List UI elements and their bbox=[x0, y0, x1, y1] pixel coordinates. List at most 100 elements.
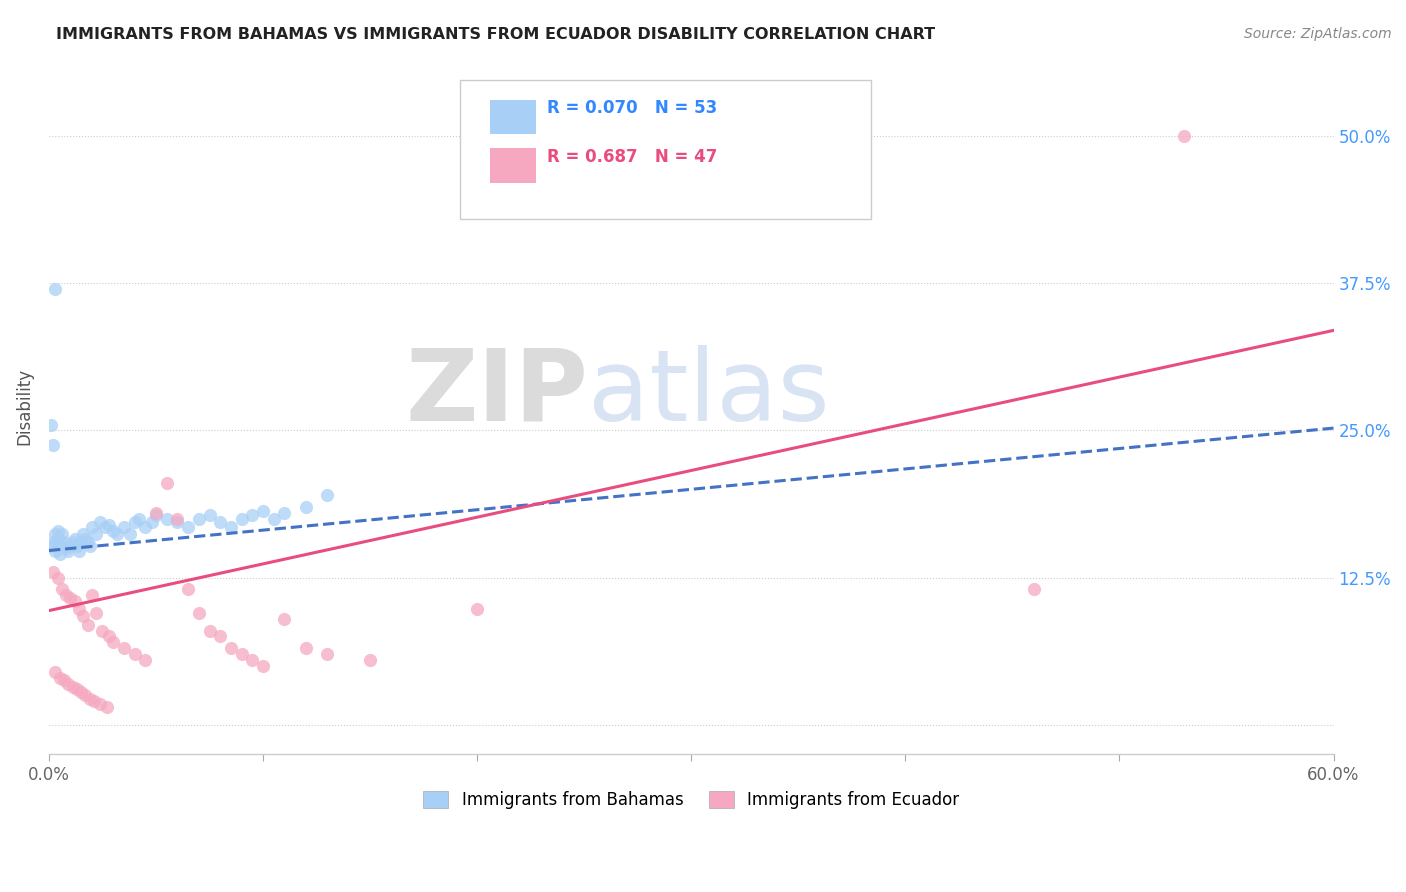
Point bbox=[75, 532, 97, 546]
Point bbox=[72, 527, 94, 541]
Point bbox=[84, 606, 107, 620]
Point bbox=[51, 582, 73, 597]
Text: atlas: atlas bbox=[589, 344, 830, 442]
Point bbox=[128, 512, 150, 526]
Point bbox=[63, 532, 86, 546]
Point bbox=[295, 641, 318, 656]
Point bbox=[79, 539, 101, 553]
Point bbox=[39, 417, 62, 432]
Point bbox=[89, 516, 111, 530]
Point bbox=[55, 588, 77, 602]
Point bbox=[75, 689, 97, 703]
Point bbox=[48, 547, 70, 561]
Point bbox=[58, 543, 80, 558]
Point bbox=[58, 676, 80, 690]
Point bbox=[103, 524, 125, 538]
Point bbox=[316, 647, 339, 661]
Point bbox=[62, 680, 84, 694]
Point bbox=[295, 500, 318, 514]
Point bbox=[93, 520, 115, 534]
Point bbox=[66, 682, 89, 697]
Point bbox=[42, 565, 65, 579]
Point bbox=[42, 437, 65, 451]
Point bbox=[240, 653, 263, 667]
Point bbox=[66, 539, 89, 553]
Point bbox=[1022, 582, 1045, 597]
Point bbox=[120, 527, 142, 541]
Point bbox=[44, 665, 66, 679]
Point bbox=[48, 671, 70, 685]
Point bbox=[219, 641, 242, 656]
Legend: Immigrants from Bahamas, Immigrants from Ecuador: Immigrants from Bahamas, Immigrants from… bbox=[416, 784, 966, 815]
Point bbox=[107, 527, 129, 541]
Point bbox=[91, 624, 114, 638]
Point bbox=[359, 653, 381, 667]
Point bbox=[80, 588, 103, 602]
Point bbox=[103, 635, 125, 649]
Point bbox=[44, 527, 66, 541]
Point bbox=[79, 691, 101, 706]
Point bbox=[263, 512, 285, 526]
Point bbox=[124, 647, 146, 661]
Point bbox=[231, 647, 253, 661]
Point bbox=[48, 535, 70, 549]
Point bbox=[59, 539, 82, 553]
Point bbox=[231, 512, 253, 526]
Point bbox=[156, 476, 179, 491]
Point bbox=[59, 591, 82, 605]
Point bbox=[166, 512, 188, 526]
Point bbox=[39, 539, 62, 553]
Point bbox=[62, 535, 84, 549]
Point bbox=[198, 508, 221, 523]
FancyBboxPatch shape bbox=[489, 100, 536, 134]
Point bbox=[219, 520, 242, 534]
Point bbox=[145, 506, 167, 520]
Point bbox=[1173, 129, 1195, 144]
Point bbox=[187, 606, 209, 620]
Point bbox=[112, 641, 135, 656]
Point bbox=[63, 594, 86, 608]
Point bbox=[55, 541, 77, 556]
Point bbox=[209, 630, 232, 644]
Point bbox=[44, 282, 66, 296]
FancyBboxPatch shape bbox=[460, 80, 872, 219]
Text: Source: ZipAtlas.com: Source: ZipAtlas.com bbox=[1244, 27, 1392, 41]
Point bbox=[112, 520, 135, 534]
Point bbox=[177, 520, 200, 534]
Point bbox=[44, 543, 66, 558]
Point bbox=[141, 516, 163, 530]
Point bbox=[252, 503, 274, 517]
Point bbox=[52, 535, 75, 549]
Point bbox=[209, 516, 232, 530]
Point bbox=[134, 520, 156, 534]
Point bbox=[46, 524, 69, 538]
Text: ZIP: ZIP bbox=[405, 344, 589, 442]
Point bbox=[240, 508, 263, 523]
Point bbox=[84, 527, 107, 541]
Text: R = 0.070   N = 53: R = 0.070 N = 53 bbox=[547, 99, 717, 117]
Point bbox=[51, 527, 73, 541]
Point bbox=[156, 512, 179, 526]
Point bbox=[46, 532, 69, 546]
Point bbox=[67, 602, 90, 616]
Point bbox=[72, 609, 94, 624]
Point bbox=[145, 508, 167, 523]
Point bbox=[67, 543, 90, 558]
Text: R = 0.687   N = 47: R = 0.687 N = 47 bbox=[547, 148, 717, 166]
Point bbox=[166, 516, 188, 530]
Point bbox=[52, 673, 75, 687]
Point bbox=[89, 697, 111, 711]
Point bbox=[97, 630, 120, 644]
Point bbox=[465, 602, 488, 616]
Point bbox=[46, 571, 69, 585]
Point bbox=[273, 612, 295, 626]
Point bbox=[83, 694, 105, 708]
Point bbox=[273, 506, 295, 520]
Point bbox=[177, 582, 200, 597]
FancyBboxPatch shape bbox=[489, 148, 536, 183]
Point bbox=[96, 700, 118, 714]
Point bbox=[76, 617, 98, 632]
Point bbox=[42, 535, 65, 549]
Point bbox=[134, 653, 156, 667]
Point bbox=[70, 535, 93, 549]
